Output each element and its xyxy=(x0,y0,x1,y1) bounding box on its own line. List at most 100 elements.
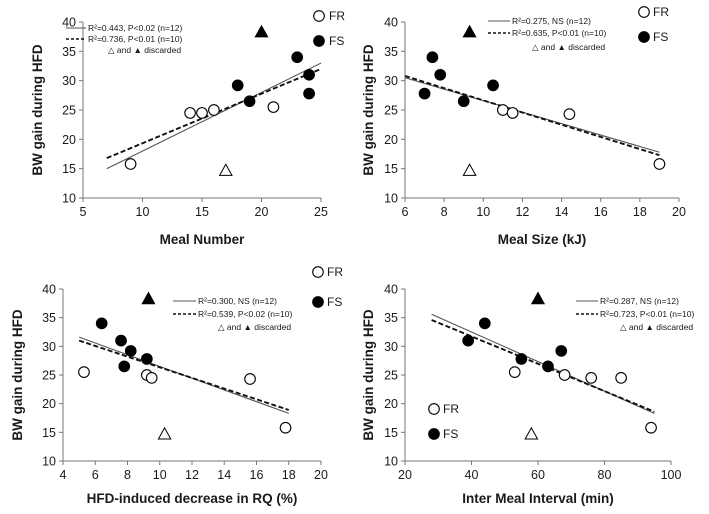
fit-line-all xyxy=(404,77,660,153)
fs-point xyxy=(124,345,137,357)
x-tick-label: 10 xyxy=(153,468,167,482)
fs-point xyxy=(95,317,108,330)
x-tick-label: 5 xyxy=(80,205,87,219)
fs-point xyxy=(426,51,439,64)
fs-point xyxy=(243,95,256,108)
legend-fs-marker xyxy=(638,31,650,43)
fs-point xyxy=(231,79,244,92)
x-tick-label: 6 xyxy=(92,468,99,482)
x-axis-label: Meal Number xyxy=(160,232,246,247)
x-tick-label: 20 xyxy=(398,468,412,482)
fr-point xyxy=(145,372,158,384)
x-axis-label: Inter Meal Interval (min) xyxy=(462,491,614,506)
x-tick-label: 40 xyxy=(465,468,479,482)
fr-point xyxy=(124,158,137,170)
fit-line-all xyxy=(106,62,322,170)
legend-fs-label: FS xyxy=(329,34,344,48)
x-tick-label: 14 xyxy=(555,205,569,219)
fs-point xyxy=(542,360,554,373)
fr-discarded-point xyxy=(157,426,172,440)
fr-point xyxy=(615,372,627,384)
y-tick-label: 40 xyxy=(42,283,56,297)
y-axis-label: BW gain during HFD xyxy=(361,309,376,440)
y-tick-label: 40 xyxy=(384,283,398,297)
x-tick-label: 20 xyxy=(314,468,328,482)
legend-fs-label: FS xyxy=(653,30,668,44)
y-tick-label: 30 xyxy=(384,74,398,88)
x-tick-label: 18 xyxy=(633,205,647,219)
x-tick-label: 8 xyxy=(124,468,131,482)
fr-discarded-point xyxy=(462,163,477,176)
y-axis-label: BW gain during HFD xyxy=(10,309,25,440)
legend-fit-label: R²=0.443, P<0.02 (n=12) xyxy=(88,23,182,33)
fs-point xyxy=(487,79,499,92)
fs-point xyxy=(118,360,131,373)
y-tick-label: 20 xyxy=(384,397,398,411)
fr-point xyxy=(645,421,657,434)
fs-point xyxy=(141,353,153,365)
fr-point xyxy=(208,104,220,116)
y-tick-label: 25 xyxy=(384,104,398,118)
scatter-panel-3: 10 15 20 25 30 35 40 4 6 8 10 12 14 16 18 20 HFD-induced… xyxy=(10,265,343,506)
x-tick-label: 14 xyxy=(217,468,231,482)
legend-fs-label: FS xyxy=(327,295,342,309)
fr-point xyxy=(497,104,509,116)
fr-point xyxy=(506,107,519,119)
x-tick-label: 15 xyxy=(195,205,209,219)
y-tick-label: 25 xyxy=(384,369,398,383)
x-tick-label: 25 xyxy=(314,205,328,219)
scatter-panel-2: 10 15 20 25 30 35 40 6 8 10 12 14 16 18 20 Meal Size (k… xyxy=(361,5,686,247)
scatter-panel-1: 10 15 20 25 30 35 40 5 10 15 20 25 Meal Number BW gai… xyxy=(30,9,345,247)
y-tick-label: 20 xyxy=(42,397,56,411)
x-tick-label: 12 xyxy=(515,205,529,219)
fs-point xyxy=(303,87,315,100)
legend-discard-note: △ and ▲ discarded xyxy=(218,322,291,332)
x-tick-label: 10 xyxy=(136,205,150,219)
legend-discard-note: △ and ▲ discarded xyxy=(532,42,605,52)
x-tick-label: 4 xyxy=(60,468,67,482)
fr-point xyxy=(563,108,576,120)
x-tick-label: 16 xyxy=(250,468,264,482)
fr-point xyxy=(653,158,666,170)
y-tick-label: 30 xyxy=(62,74,76,88)
fr-discarded-point xyxy=(218,163,233,176)
y-tick-label: 10 xyxy=(384,455,398,469)
legend-fit-label: R²=0.539, P<0.02 (n=10) xyxy=(198,309,292,319)
y-tick-label: 15 xyxy=(42,426,56,440)
fs-point xyxy=(291,51,304,64)
x-axis-label: Meal Size (kJ) xyxy=(498,232,587,247)
legend-fs-marker xyxy=(313,35,325,47)
fr-point xyxy=(508,366,521,378)
y-axis-label: BW gain during HFD xyxy=(361,44,376,175)
legend-fit-label: R²=0.723, P<0.01 (n=10) xyxy=(600,309,694,319)
x-tick-label: 16 xyxy=(594,205,608,219)
fs-point xyxy=(115,334,127,347)
fs-point xyxy=(462,334,475,347)
x-tick-label: 8 xyxy=(441,205,448,219)
fs-point xyxy=(434,68,447,81)
y-tick-label: 25 xyxy=(62,104,76,118)
y-tick-label: 40 xyxy=(62,16,76,30)
x-tick-label: 6 xyxy=(402,205,409,219)
legend-fr-label: FR xyxy=(329,9,345,23)
x-tick-label: 10 xyxy=(476,205,490,219)
fr-point xyxy=(196,107,208,119)
fr-point xyxy=(279,421,292,434)
fit-line-all xyxy=(78,336,289,414)
fr-discarded-point xyxy=(524,426,539,440)
y-tick-label: 10 xyxy=(42,455,56,469)
y-tick-label: 35 xyxy=(384,311,398,325)
legend-fr-marker xyxy=(312,266,324,278)
fs-point xyxy=(457,95,470,108)
legend-fr-marker xyxy=(638,6,650,18)
y-tick-label: 15 xyxy=(384,162,398,176)
y-tick-label: 20 xyxy=(62,133,76,147)
fs-discarded-point xyxy=(141,291,156,305)
legend-fr-marker xyxy=(428,403,440,415)
legend-fit-label: R²=0.736, P<0.01 (n=10) xyxy=(88,34,182,44)
y-axis-label: BW gain during HFD xyxy=(30,44,45,175)
legend-fit-label: R²=0.635, P<0.01 (n=10) xyxy=(512,28,606,38)
legend-discard-note: △ and ▲ discarded xyxy=(108,45,181,55)
fs-point xyxy=(555,345,568,357)
x-tick-label: 60 xyxy=(531,468,545,482)
